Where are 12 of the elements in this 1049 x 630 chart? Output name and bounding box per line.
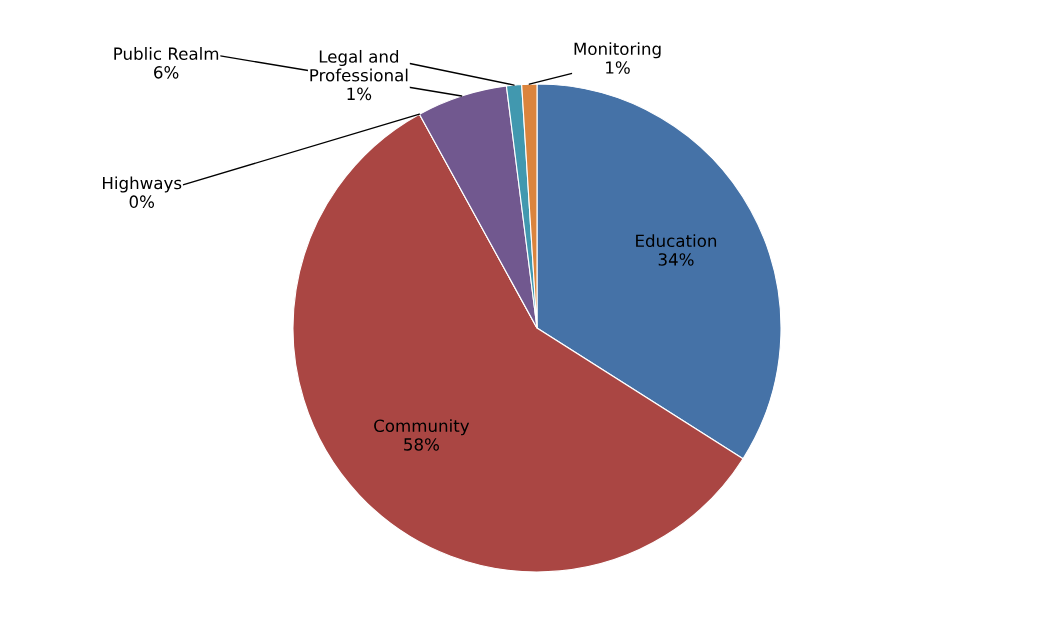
data-label: 34% (658, 253, 694, 266)
category-label: Highways (103, 176, 182, 193)
slice-label: Monitoring (574, 42, 661, 59)
data-label: 6% (154, 66, 179, 79)
data-label: 1% (606, 61, 630, 74)
text: 0% (129, 195, 155, 208)
slice-label: Public Realm (114, 47, 219, 60)
slice-label: Community (374, 419, 470, 436)
data-label: 1% (347, 87, 372, 101)
slice-label: Education (636, 234, 717, 248)
data-label: 58% (404, 438, 439, 451)
slice-label: Legal and Professional (310, 49, 408, 82)
